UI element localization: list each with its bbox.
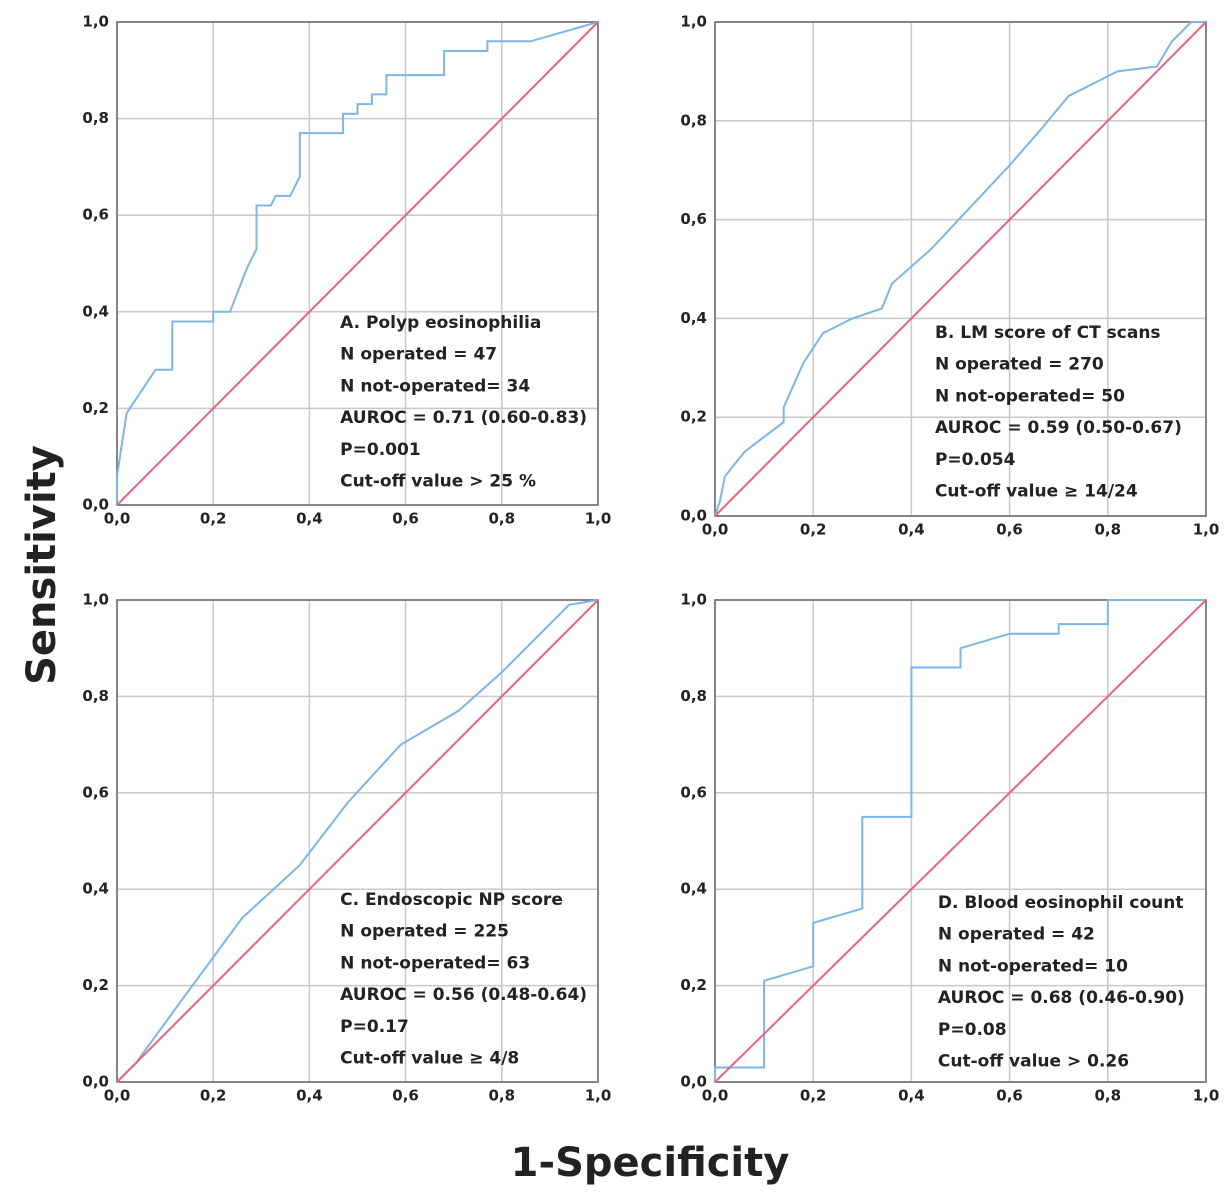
annotation: N not-operated= 34 <box>340 376 530 396</box>
annotation: AUROC = 0.59 (0.50-0.67) <box>935 418 1182 438</box>
y-axis-title: Sensitivity <box>19 445 65 685</box>
x-tick-label: 0,0 <box>104 1087 131 1105</box>
y-tick-label: 0,8 <box>82 687 109 705</box>
annotation: AUROC = 0.71 (0.60-0.83) <box>340 408 587 428</box>
x-tick-label: 0,6 <box>996 521 1023 539</box>
x-tick-label: 0,4 <box>296 510 323 528</box>
roc-line <box>714 21 1206 517</box>
y-tick-label: 0,0 <box>680 507 707 525</box>
y-tick-label: 0,0 <box>82 1073 109 1091</box>
x-tick-label: 0,8 <box>1095 521 1122 539</box>
annotation: N not-operated= 10 <box>938 956 1128 976</box>
annotation: N not-operated= 50 <box>935 386 1125 406</box>
annotation: N operated = 47 <box>340 345 497 365</box>
annotation: N operated = 42 <box>938 925 1095 945</box>
y-tick-label: 0,6 <box>82 206 109 224</box>
x-tick-label: 0,4 <box>898 1087 925 1105</box>
plot-frame <box>116 599 599 1083</box>
y-tick-label: 0,4 <box>82 302 109 320</box>
roc-line <box>116 599 599 1083</box>
y-tick-label: 1,0 <box>680 13 707 31</box>
annotation: N not-operated= 63 <box>340 953 530 973</box>
y-tick-label: 1,0 <box>82 13 109 31</box>
x-tick-label: 0,6 <box>392 1087 419 1105</box>
x-tick-label: 1,0 <box>1193 521 1220 539</box>
x-tick-label: 1,0 <box>585 510 612 528</box>
annotation: P=0.08 <box>938 1020 1007 1040</box>
x-tick-label: 0,2 <box>200 510 227 528</box>
roc-line <box>116 21 599 506</box>
x-tick-label: 0,8 <box>1095 1087 1122 1105</box>
annotation: N operated = 225 <box>340 922 509 942</box>
y-tick-label: 0,2 <box>680 976 707 994</box>
y-tick-label: 0,6 <box>82 783 109 801</box>
y-tick-label: 0,8 <box>82 109 109 127</box>
roc-line <box>714 599 1207 1083</box>
annotation: P=0.054 <box>935 450 1016 470</box>
annotation: Cut-off value ≥ 4/8 <box>340 1049 519 1069</box>
roc-line <box>714 21 1207 517</box>
y-tick-label: 0,2 <box>82 976 109 994</box>
roc-line <box>714 599 1206 1082</box>
x-tick-label: 0,2 <box>800 521 827 539</box>
x-tick-label: 0,2 <box>200 1087 227 1105</box>
x-tick-label: 0,0 <box>702 1087 729 1105</box>
y-tick-label: 1,0 <box>82 591 109 609</box>
y-tick-label: 0,8 <box>680 111 707 129</box>
roc-line <box>116 21 599 505</box>
x-axis-title: 1-Specificity <box>511 1140 790 1186</box>
plot-frame <box>714 599 1207 1083</box>
x-tick-label: 0,6 <box>996 1087 1023 1105</box>
annotation: Cut-off value ≥ 14/24 <box>935 482 1138 502</box>
annotation: A. Polyp eosinophilia <box>340 313 541 333</box>
annotation: AUROC = 0.68 (0.46-0.90) <box>938 988 1185 1008</box>
y-tick-label: 0,2 <box>82 399 109 417</box>
y-tick-label: 0,8 <box>680 687 707 705</box>
y-tick-label: 0,4 <box>680 880 707 898</box>
annotation: P=0.17 <box>340 1017 409 1037</box>
x-tick-label: 0,0 <box>702 521 729 539</box>
y-tick-label: 0,4 <box>680 309 707 327</box>
annotation: Cut-off value > 25 % <box>340 472 536 492</box>
y-tick-label: 0,6 <box>680 210 707 228</box>
x-tick-label: 0,0 <box>104 510 131 528</box>
roc-line <box>116 599 599 1083</box>
annotation: B. LM score of CT scans <box>935 323 1161 343</box>
x-tick-label: 1,0 <box>585 1087 612 1105</box>
x-tick-label: 0,4 <box>296 1087 323 1105</box>
annotation: AUROC = 0.56 (0.48-0.64) <box>340 985 587 1005</box>
x-tick-label: 0,6 <box>392 510 419 528</box>
annotation: C. Endoscopic NP score <box>340 890 563 910</box>
x-tick-label: 1,0 <box>1193 1087 1220 1105</box>
annotation: D. Blood eosinophil count <box>938 893 1184 913</box>
x-tick-label: 0,8 <box>489 1087 516 1105</box>
y-tick-label: 0,4 <box>82 880 109 898</box>
x-tick-label: 0,8 <box>489 510 516 528</box>
annotation: Cut-off value > 0.26 <box>938 1052 1129 1072</box>
y-tick-label: 0,2 <box>680 408 707 426</box>
annotation: N operated = 270 <box>935 355 1104 375</box>
plot-frame <box>116 21 599 506</box>
x-tick-label: 0,2 <box>800 1087 827 1105</box>
y-tick-label: 0,0 <box>82 496 109 514</box>
y-tick-label: 0,6 <box>680 783 707 801</box>
x-tick-label: 0,4 <box>898 521 925 539</box>
y-tick-label: 1,0 <box>680 591 707 609</box>
y-tick-label: 0,0 <box>680 1073 707 1091</box>
annotation: P=0.001 <box>340 440 420 460</box>
plot-frame <box>714 21 1207 517</box>
